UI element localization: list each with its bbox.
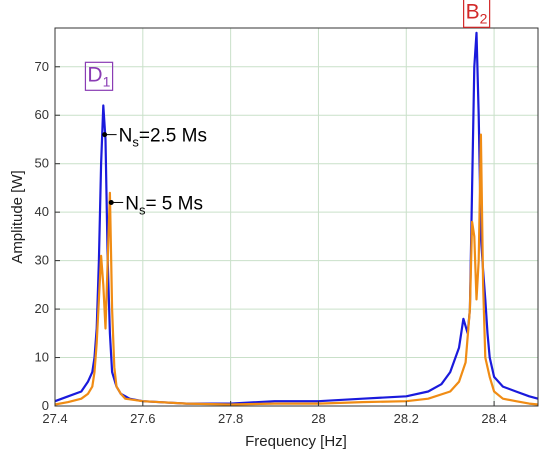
x-axis-label: Frequency [Hz] [245, 433, 347, 450]
y-tick-label: 50 [35, 156, 49, 171]
x-tick-label: 28 [311, 411, 325, 426]
peak-label-box-b2 [463, 0, 491, 28]
x-tick-label: 28.4 [481, 411, 506, 426]
peak-label-box-d1 [84, 61, 114, 91]
x-tick-label: 27.4 [42, 411, 67, 426]
plot-frame [54, 27, 539, 407]
y-tick-label: 10 [35, 350, 49, 365]
peak-label-b2: B2 [463, 0, 491, 28]
y-axis-label: Amplitude [W] [9, 170, 26, 263]
y-tick-label: 70 [35, 59, 49, 74]
annotation-ns5: Ns= 5 Ms [125, 193, 203, 217]
y-tick-label: 30 [35, 253, 49, 268]
y-tick-label: 0 [42, 398, 49, 413]
peak-label-text-b2: B2 [466, 0, 488, 26]
annotations: Ns=2.5 Ms Ns= 5 Ms D1 B2 [84, 0, 491, 217]
annotation-ns25: Ns=2.5 Ms [119, 126, 207, 150]
y-tick-label: 60 [35, 107, 49, 122]
peak-label-d1: D1 [84, 61, 114, 91]
plot-background [55, 28, 538, 406]
series-group [54, 31, 539, 406]
y-tick-label: 20 [35, 301, 49, 316]
x-tick-label: 28.2 [394, 411, 419, 426]
peak-label-text-d1: D1 [87, 63, 110, 89]
x-tick-label: 27.6 [130, 411, 155, 426]
series-line-1 [54, 31, 539, 405]
series-line-2 [54, 133, 539, 406]
y-tick-label: 40 [35, 204, 49, 219]
ticks: 27.4 27.6 27.8 28 28.2 28.4 0 10 20 30 40 50 60 70 [35, 59, 507, 426]
x-tick-label: 27.8 [218, 411, 243, 426]
grid [55, 28, 538, 406]
